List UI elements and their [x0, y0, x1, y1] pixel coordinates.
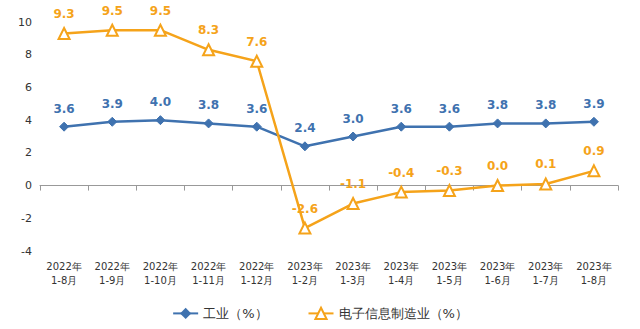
svg-text:2023年: 2023年 — [384, 261, 419, 272]
svg-text:2022年: 2022年 — [239, 261, 274, 272]
svg-text:-1.1: -1.1 — [340, 177, 366, 191]
svg-text:10: 10 — [18, 16, 32, 29]
svg-text:3.9: 3.9 — [102, 97, 123, 111]
svg-text:2022年: 2022年 — [95, 261, 130, 272]
svg-text:2022年: 2022年 — [143, 261, 178, 272]
svg-text:0: 0 — [25, 179, 32, 192]
svg-text:1-5月: 1-5月 — [436, 275, 462, 286]
svg-text:0.1: 0.1 — [535, 157, 556, 171]
svg-text:2023年: 2023年 — [287, 261, 322, 272]
svg-text:9.5: 9.5 — [150, 4, 171, 18]
svg-text:-4: -4 — [21, 245, 32, 258]
svg-text:2022年: 2022年 — [46, 261, 81, 272]
svg-text:9.3: 9.3 — [53, 7, 74, 21]
svg-text:1-4月: 1-4月 — [388, 275, 414, 286]
svg-text:2023年: 2023年 — [528, 261, 563, 272]
svg-text:2023年: 2023年 — [480, 261, 515, 272]
svg-text:1-8月: 1-8月 — [51, 275, 77, 286]
svg-text:9.5: 9.5 — [102, 4, 123, 18]
svg-text:1-7月: 1-7月 — [533, 275, 559, 286]
svg-text:3.9: 3.9 — [583, 97, 604, 111]
svg-text:3.8: 3.8 — [535, 98, 556, 112]
svg-text:3.6: 3.6 — [246, 102, 267, 116]
svg-text:1-8月: 1-8月 — [581, 275, 607, 286]
svg-text:1-12月: 1-12月 — [240, 275, 273, 286]
svg-text:2: 2 — [25, 146, 32, 159]
svg-text:8.3: 8.3 — [198, 23, 219, 37]
svg-text:2023年: 2023年 — [335, 261, 370, 272]
svg-text:-0.3: -0.3 — [436, 164, 462, 178]
svg-text:电子信息制造业（%）: 电子信息制造业（%） — [339, 306, 468, 321]
svg-text:7.6: 7.6 — [246, 35, 267, 49]
svg-text:0.0: 0.0 — [487, 159, 508, 173]
svg-text:3.0: 3.0 — [342, 112, 363, 126]
svg-text:-0.4: -0.4 — [388, 166, 414, 180]
svg-text:3.6: 3.6 — [391, 102, 412, 116]
svg-text:2023年: 2023年 — [432, 261, 467, 272]
svg-text:-2: -2 — [21, 212, 32, 225]
svg-text:1-6月: 1-6月 — [484, 275, 510, 286]
svg-text:1-9月: 1-9月 — [99, 275, 125, 286]
svg-text:2022年: 2022年 — [191, 261, 226, 272]
svg-text:6: 6 — [25, 81, 32, 94]
svg-text:4: 4 — [25, 114, 32, 127]
svg-text:1-11月: 1-11月 — [192, 275, 225, 286]
svg-text:3.8: 3.8 — [198, 98, 219, 112]
svg-text:2023年: 2023年 — [576, 261, 611, 272]
svg-text:4.0: 4.0 — [150, 95, 171, 109]
svg-text:1-2月: 1-2月 — [292, 275, 318, 286]
svg-text:-2.6: -2.6 — [292, 202, 318, 216]
svg-text:0.9: 0.9 — [583, 144, 604, 158]
svg-text:8: 8 — [25, 48, 32, 61]
svg-text:1-10月: 1-10月 — [144, 275, 177, 286]
svg-text:3.6: 3.6 — [439, 102, 460, 116]
svg-text:2.4: 2.4 — [294, 121, 315, 135]
svg-text:1-3月: 1-3月 — [340, 275, 366, 286]
svg-text:3.8: 3.8 — [487, 98, 508, 112]
svg-text:3.6: 3.6 — [53, 102, 74, 116]
svg-text:工业（%）: 工业（%） — [203, 306, 267, 321]
